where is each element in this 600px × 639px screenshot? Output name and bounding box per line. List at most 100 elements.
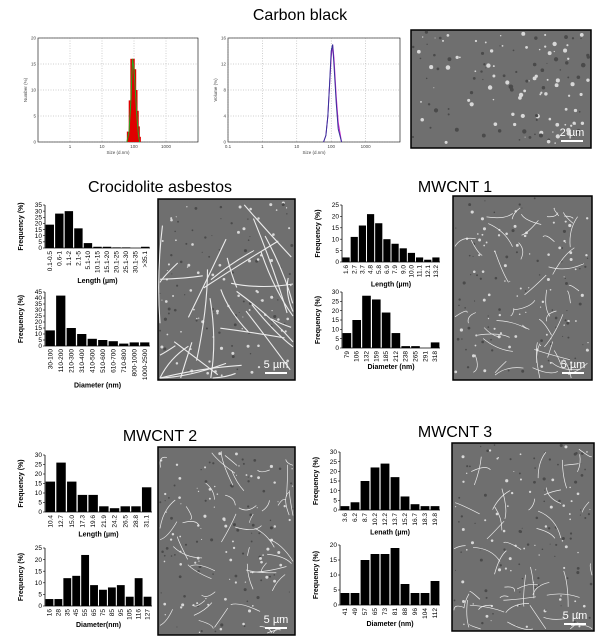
x-tick-label: 57 bbox=[362, 608, 369, 616]
sem-speck bbox=[534, 74, 538, 78]
sem-speck bbox=[211, 235, 213, 237]
sem-speck bbox=[278, 617, 280, 619]
sem-speck bbox=[208, 497, 211, 500]
sem-speck bbox=[499, 45, 501, 47]
sem-fiber bbox=[537, 510, 562, 539]
sem-fiber bbox=[510, 308, 515, 317]
sem-speck bbox=[485, 67, 487, 69]
x-tick-label: 73 bbox=[382, 608, 389, 616]
bar bbox=[90, 585, 98, 606]
x-tick-label: 28 bbox=[55, 609, 62, 617]
sem-speck bbox=[160, 592, 162, 594]
sem-speck bbox=[225, 550, 228, 553]
y-tick-label: 5 bbox=[333, 498, 337, 505]
y-axis-label: Frequency (%) bbox=[18, 202, 25, 250]
sem-fiber bbox=[504, 586, 515, 592]
sem-speck bbox=[275, 209, 278, 211]
sem-speck bbox=[586, 257, 589, 259]
sem-speck bbox=[566, 309, 568, 312]
x-tick-label: 100 bbox=[327, 144, 335, 149]
sem-speck bbox=[292, 508, 294, 510]
sem-speck bbox=[260, 560, 263, 564]
sem-speck bbox=[179, 535, 182, 538]
sem-speck bbox=[290, 482, 293, 485]
sem-speck bbox=[271, 309, 273, 312]
sem-speck bbox=[167, 312, 170, 315]
sem-speck bbox=[412, 45, 415, 49]
sem-speck bbox=[487, 85, 493, 90]
sem-fiber bbox=[220, 289, 250, 333]
sem-speck bbox=[474, 39, 478, 43]
x-tick-label: >35.1 bbox=[142, 251, 149, 268]
sem-speck bbox=[207, 603, 210, 606]
sem-speck bbox=[563, 239, 566, 243]
sem-fiber bbox=[246, 569, 277, 574]
bar bbox=[134, 578, 143, 606]
bar bbox=[420, 506, 430, 510]
sem-speck bbox=[511, 229, 515, 233]
x-tick-label: 2.1-5 bbox=[75, 251, 82, 266]
sem-speck bbox=[247, 476, 249, 478]
sem-speck bbox=[544, 525, 548, 528]
sem-speck bbox=[502, 74, 506, 78]
sem-speck bbox=[196, 317, 198, 320]
x-tick-label: 20.1-25 bbox=[114, 251, 121, 273]
sem-speck bbox=[538, 554, 540, 556]
sem-speck bbox=[476, 274, 478, 277]
sem-speck bbox=[528, 135, 532, 139]
sem-speck bbox=[505, 232, 508, 236]
sem-fiber bbox=[486, 520, 505, 540]
sem-speck bbox=[569, 251, 573, 255]
sem-speck bbox=[196, 602, 199, 605]
sem-speck bbox=[484, 200, 486, 202]
sem-fiber bbox=[288, 490, 294, 516]
sem-speck bbox=[241, 328, 243, 330]
y-tick-label: 25 bbox=[35, 545, 43, 552]
sem-speck bbox=[184, 543, 188, 546]
sem-speck bbox=[185, 242, 188, 245]
sem-speck bbox=[547, 359, 550, 362]
sem-speck bbox=[433, 53, 436, 57]
sem-speck bbox=[534, 133, 536, 136]
sem-fiber bbox=[191, 600, 206, 607]
sem-speck bbox=[492, 612, 494, 615]
sem-speck bbox=[204, 480, 208, 483]
sem-speck bbox=[446, 34, 450, 37]
sem-speck bbox=[460, 551, 462, 553]
x-tick-label: 1000 bbox=[361, 144, 372, 149]
panel-title: MWCNT 3 bbox=[418, 424, 492, 441]
sem-speck bbox=[489, 49, 494, 53]
sem-speck bbox=[424, 30, 428, 34]
sem-speck bbox=[487, 293, 491, 297]
sem-speck bbox=[163, 347, 167, 351]
sem-background bbox=[452, 195, 593, 381]
sem-speck bbox=[547, 253, 550, 256]
sem-fiber bbox=[270, 318, 292, 328]
sem-fiber bbox=[252, 218, 288, 314]
sem-speck bbox=[229, 558, 233, 562]
sem-speck bbox=[541, 86, 546, 90]
sem-speck bbox=[497, 335, 501, 339]
sem-fiber bbox=[260, 251, 294, 317]
sem-speck bbox=[256, 595, 260, 600]
sem-speck bbox=[558, 499, 561, 503]
sem-speck bbox=[251, 532, 253, 534]
sem-speck bbox=[482, 298, 486, 302]
bar bbox=[109, 508, 120, 512]
sem-fiber bbox=[568, 284, 580, 292]
sem-speck bbox=[570, 500, 573, 503]
sem-speck bbox=[540, 91, 543, 94]
sem-fiber bbox=[159, 499, 176, 529]
sem-fiber bbox=[546, 593, 580, 598]
panel-title: MWCNT 2 bbox=[123, 428, 197, 445]
bar bbox=[63, 578, 72, 606]
sem-speck bbox=[171, 273, 173, 275]
sem-fiber bbox=[467, 312, 476, 324]
sem-fiber bbox=[477, 333, 510, 338]
sem-speck bbox=[462, 600, 466, 603]
y-tick-label: 15 bbox=[330, 478, 338, 485]
sem-speck bbox=[465, 348, 467, 351]
sem-speck bbox=[455, 55, 459, 60]
sem-speck bbox=[559, 598, 562, 601]
sem-fiber bbox=[569, 216, 578, 248]
